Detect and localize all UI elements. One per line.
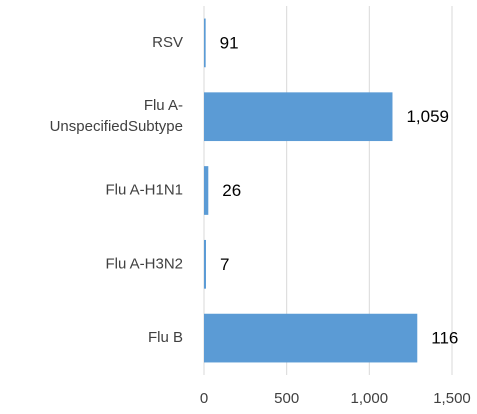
bars [204, 18, 418, 363]
category-label-line: UnspecifiedSubtype [50, 118, 183, 135]
data-label-1: 1,059 [406, 107, 449, 126]
category-label-1: Flu A- UnspecifiedSubtype [50, 97, 183, 135]
data-label-4: 116 [431, 329, 458, 348]
data-label-0: 91 [220, 33, 239, 52]
bar-4 [204, 313, 418, 363]
data-label-2: 26 [222, 181, 241, 200]
bar-3 [204, 239, 206, 289]
category-label-line: Flu A-H1N1 [105, 181, 183, 198]
data-labels: 91 1,059 26 7 116 [220, 33, 459, 347]
bar-0 [204, 18, 206, 68]
x-tick-label-3: 1,500 [433, 390, 471, 407]
category-labels: RSV Flu A- UnspecifiedSubtype Flu A-H1N1 Flu… [50, 34, 183, 346]
category-label-3: Flu A-H3N2 [105, 255, 183, 272]
category-label-line: Flu A-H3N2 [105, 255, 183, 272]
category-label-line: RSV [152, 34, 183, 51]
category-label-line: Flu B [148, 329, 183, 346]
bar-1 [204, 92, 393, 142]
x-tick-label-2: 1,000 [351, 390, 389, 407]
bar-2 [204, 166, 209, 215]
category-label-line: Flu A- [144, 97, 183, 114]
category-label-4: Flu B [148, 329, 183, 346]
x-tick-label-1: 500 [274, 390, 299, 407]
data-label-3: 7 [220, 255, 229, 274]
category-label-2: Flu A-H1N1 [105, 181, 183, 198]
x-tick-label-0: 0 [200, 390, 208, 407]
category-label-0: RSV [152, 34, 183, 51]
x-tick-labels: 0 500 1,000 1,500 [200, 390, 471, 407]
